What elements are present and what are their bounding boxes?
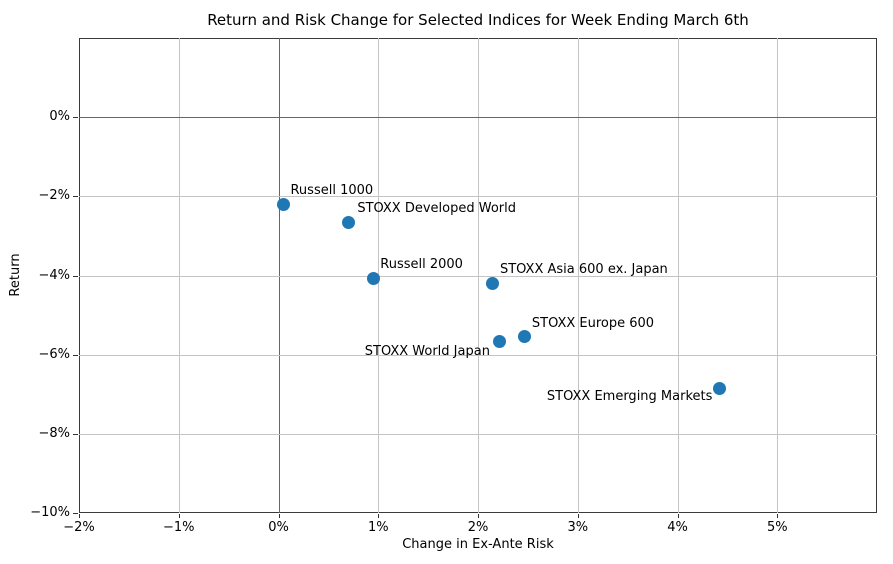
x-tick--1 xyxy=(178,514,180,518)
y-tick-label--10: −10% xyxy=(30,505,70,520)
y-tick-0 xyxy=(73,117,78,119)
x-tick--2 xyxy=(79,514,80,518)
point-russell-1000 xyxy=(276,197,290,211)
x-tick-label--1: −1% xyxy=(162,520,195,535)
point-stoxx-developed-world xyxy=(341,215,355,229)
x-tick-label-1: 1% xyxy=(367,520,389,535)
point-stoxx-emerging-markets xyxy=(712,381,726,395)
y-tick--2 xyxy=(73,196,78,198)
x-tick-5 xyxy=(777,514,779,518)
point-russell-2000 xyxy=(366,272,380,286)
chart-title: Return and Risk Change for Selected Indi… xyxy=(207,11,749,29)
x-tick-label--2: −2% xyxy=(63,520,95,535)
x-tick-4 xyxy=(677,514,679,518)
gridline-h--2 xyxy=(79,196,877,198)
gridline-h--8 xyxy=(79,433,877,435)
y-tick-label--4: −4% xyxy=(38,267,70,283)
label-russell-1000: Russell 1000 xyxy=(290,183,374,199)
label-stoxx-europe-600: STOXX Europe 600 xyxy=(531,315,655,331)
point-stoxx-asia-600-ex-japan xyxy=(486,276,500,290)
y-tick--6 xyxy=(73,354,78,356)
label-stoxx-developed-world: STOXX Developed World xyxy=(357,201,517,217)
y-tick-label--8: −8% xyxy=(38,425,70,441)
label-stoxx-emerging-markets: STOXX Emerging Markets xyxy=(546,389,713,405)
y-tick--8 xyxy=(73,433,78,435)
x-tick-1 xyxy=(378,514,380,518)
y-tick--10 xyxy=(73,513,78,514)
label-stoxx-world-japan: STOXX World Japan xyxy=(364,344,490,360)
gridline-h--6 xyxy=(79,354,877,356)
point-stoxx-europe-600 xyxy=(518,330,532,344)
x-axis-label: Change in Ex-Ante Risk xyxy=(402,537,554,552)
label-stoxx-asia-600-ex-japan: STOXX Asia 600 ex. Japan xyxy=(499,262,668,278)
x-tick-3 xyxy=(577,514,579,518)
gridline-h-0 xyxy=(79,117,877,119)
y-tick-label-0: 0% xyxy=(49,109,70,125)
x-tick-0 xyxy=(278,514,280,518)
x-tick-label-4: 4% xyxy=(667,520,688,535)
point-stoxx-world-japan xyxy=(493,334,507,348)
x-tick-label-0: 0% xyxy=(268,520,289,535)
x-tick-2 xyxy=(478,514,479,518)
gridline-h--4 xyxy=(79,275,877,277)
label-russell-2000: Russell 2000 xyxy=(380,256,463,272)
x-tick-label-5: 5% xyxy=(766,520,788,535)
x-tick-label-3: 3% xyxy=(567,520,589,535)
y-tick-label--6: −6% xyxy=(38,346,70,362)
y-tick--4 xyxy=(73,275,78,277)
x-tick-label-2: 2% xyxy=(467,520,489,535)
y-tick-label--2: −2% xyxy=(38,188,70,204)
